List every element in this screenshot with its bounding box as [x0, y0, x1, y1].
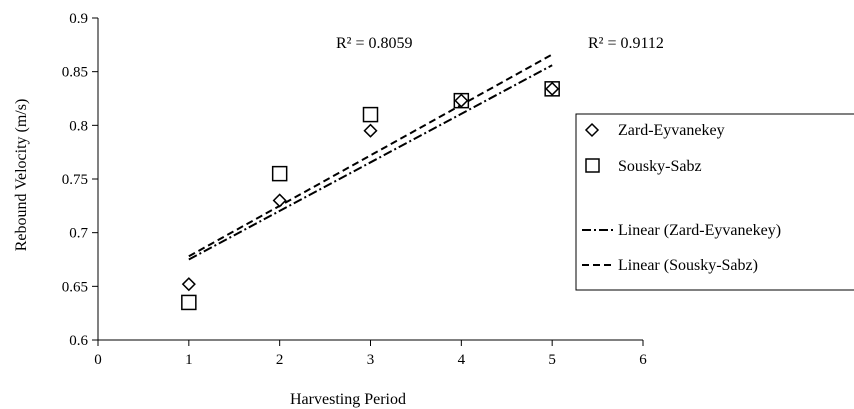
x-tick-label: 3	[367, 352, 375, 368]
legend-entry-sousky: Sousky-Sabz	[585, 158, 702, 175]
point-sousky	[544, 81, 560, 97]
legend: Zard-Eyvanekey Sousky-Sabz Linear (Zard-…	[575, 113, 854, 291]
y-tick-label: 0.6	[69, 333, 88, 349]
legend-box	[575, 113, 854, 291]
legend-label-linear-sousky: Linear (Sousky-Sabz)	[618, 257, 758, 274]
point-zard	[272, 193, 287, 208]
legend-label-zard: Zard-Eyvanekey	[618, 122, 725, 139]
legend-label-linear-zard: Linear (Zard-Eyvanekey)	[618, 222, 781, 239]
trendline-zard	[188, 64, 553, 261]
x-tick-label: 4	[458, 352, 466, 368]
legend-entry-linear-sousky: Linear (Sousky-Sabz)	[582, 257, 758, 274]
trendlines	[188, 53, 553, 261]
r-squared-label-sousky: R² = 0.9112	[588, 35, 664, 52]
r-squared-label-zard: R² = 0.8059	[336, 35, 413, 52]
legend-square-icon	[585, 158, 600, 173]
y-axis-title: Rebound Velocity (m/s)	[13, 99, 30, 252]
x-tick-label: 6	[639, 352, 647, 368]
y-tick-label: 0.75	[62, 172, 88, 188]
legend-label-sousky: Sousky-Sabz	[618, 158, 702, 175]
point-sousky	[181, 294, 197, 311]
point-zard	[181, 277, 196, 292]
x-tick-label: 0	[94, 352, 102, 368]
trendline-sousky	[188, 53, 553, 258]
x-tick-label: 5	[548, 352, 556, 368]
x-tick-label: 2	[276, 352, 284, 368]
x-tick-label: 1	[185, 352, 193, 368]
y-tick-label: 0.8	[69, 118, 88, 134]
y-tick-label: 0.9	[69, 11, 88, 27]
y-tick-label: 0.85	[62, 65, 88, 81]
point-sousky	[271, 165, 288, 182]
y-tick-label: 0.7	[69, 226, 88, 242]
legend-entry-linear-zard: Linear (Zard-Eyvanekey)	[582, 222, 781, 239]
legend-entry-zard: Zard-Eyvanekey	[584, 122, 725, 139]
axes: 0.6 0.65 0.7 0.75 0.8 0.85 0.9 0 1 2 3 4 5 6	[62, 11, 648, 368]
point-zard	[363, 123, 378, 138]
x-axis-title: Harvesting Period	[290, 391, 406, 408]
legend-diamond-icon	[584, 122, 600, 138]
point-sousky	[453, 92, 470, 109]
data-points	[181, 81, 560, 311]
y-tick-label: 0.65	[62, 279, 88, 295]
point-sousky	[362, 106, 379, 123]
point-zard	[545, 81, 560, 96]
point-zard	[454, 93, 469, 108]
